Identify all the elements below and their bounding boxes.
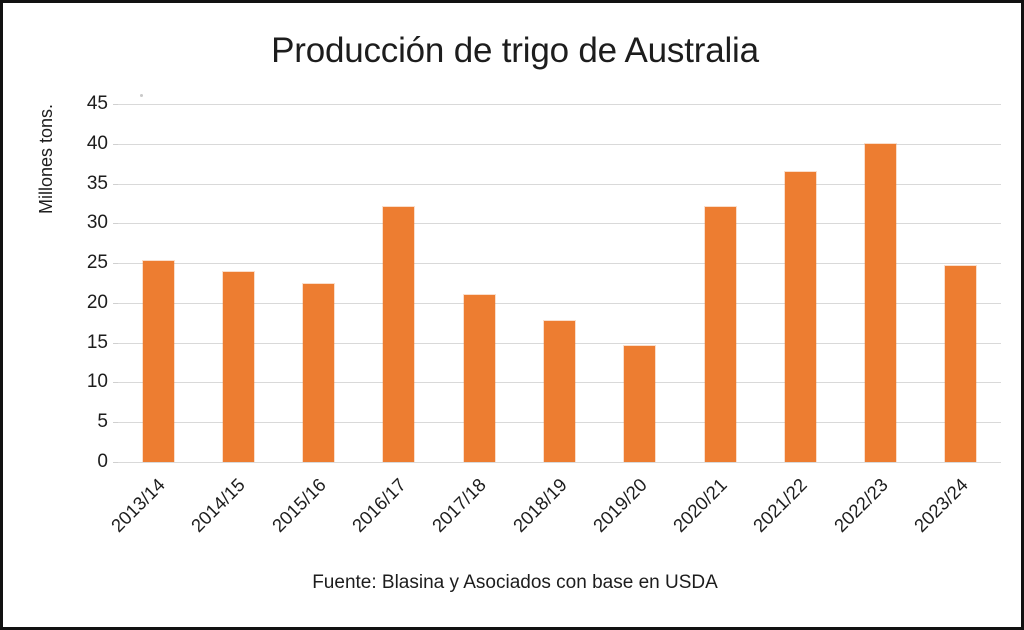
x-axis-tick-label: 2021/22 bbox=[749, 474, 812, 537]
chart-title: Producción de trigo de Australia bbox=[271, 31, 759, 70]
y-axis-tick-mark bbox=[113, 223, 118, 225]
source-note: Fuente: Blasina y Asociados con base en … bbox=[312, 572, 718, 593]
gridline bbox=[118, 183, 1001, 185]
y-axis-tick-mark bbox=[113, 342, 118, 344]
y-axis-tick-label: 5 bbox=[97, 411, 108, 433]
y-axis-tick-label: 40 bbox=[86, 132, 108, 154]
x-axis-tick-label: 2013/14 bbox=[106, 474, 169, 537]
gridline bbox=[118, 104, 1001, 105]
y-axis-tick-label: 45 bbox=[86, 93, 108, 114]
y-axis-tick-mark bbox=[113, 302, 118, 304]
plot-area: 0 5 10 15 20 25 30 35 40 45 2013/14 2014/15 2015/16… bbox=[87, 93, 1001, 536]
x-axis-tick-label: 2017/18 bbox=[427, 474, 491, 537]
bar[interactable] bbox=[303, 283, 335, 462]
stray-speck bbox=[140, 94, 143, 97]
bar[interactable] bbox=[945, 266, 977, 462]
x-axis-tick-label: 2019/20 bbox=[588, 474, 651, 537]
y-axis-tick-label: 25 bbox=[86, 252, 108, 274]
bar[interactable] bbox=[865, 143, 897, 462]
y-axis-tick-mark bbox=[113, 263, 118, 265]
bar[interactable] bbox=[544, 321, 575, 462]
y-axis-tick-mark bbox=[113, 183, 118, 185]
y-axis-tick-label: 20 bbox=[86, 291, 108, 313]
bar[interactable] bbox=[383, 207, 415, 462]
y-axis-tick-label: 35 bbox=[86, 172, 108, 194]
y-axis-tick-label: 0 bbox=[97, 451, 108, 472]
x-axis-tick-label: 2014/15 bbox=[187, 474, 250, 537]
y-axis-tick-label: 15 bbox=[86, 331, 108, 353]
y-axis-tick-mark bbox=[113, 462, 118, 463]
x-axis-tick-label: 2022/23 bbox=[829, 474, 892, 537]
x-axis-tick-label: 2020/21 bbox=[668, 474, 731, 537]
y-axis-tick-mark bbox=[113, 143, 118, 145]
x-axis-tick-label: 2016/17 bbox=[347, 474, 410, 537]
axis-baseline bbox=[118, 462, 1001, 463]
gridline bbox=[118, 302, 1001, 304]
bar[interactable] bbox=[704, 206, 736, 462]
y-axis-tick-label: 30 bbox=[86, 212, 108, 234]
x-axis-tick-label: 2018/19 bbox=[508, 474, 571, 537]
y-axis-tick-mark bbox=[113, 104, 118, 105]
y-axis-tick-mark bbox=[113, 422, 118, 424]
gridline bbox=[118, 223, 1001, 225]
bar[interactable] bbox=[784, 172, 816, 462]
y-axis-title: Millones tons. bbox=[36, 103, 56, 214]
gridline bbox=[118, 263, 1001, 265]
gridline bbox=[118, 143, 1001, 145]
bar[interactable] bbox=[624, 345, 656, 462]
y-axis-tick-mark bbox=[113, 382, 118, 384]
chart-canvas: Producción de trigo de Australia Millone… bbox=[9, 9, 1021, 627]
y-axis-tick-label: 10 bbox=[86, 371, 108, 393]
x-axis-tick-label: 2023/24 bbox=[909, 474, 972, 537]
x-axis-tick-label: 2015/16 bbox=[267, 474, 330, 537]
bar[interactable] bbox=[463, 294, 495, 462]
bar[interactable] bbox=[142, 260, 174, 462]
bar[interactable] bbox=[222, 271, 254, 462]
